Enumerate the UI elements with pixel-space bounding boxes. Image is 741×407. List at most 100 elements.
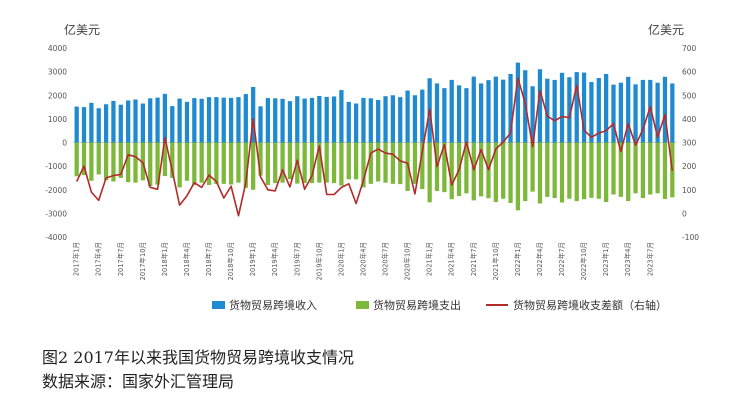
x-tick-label: 2018年7月 (204, 242, 213, 276)
income-bar (655, 82, 660, 143)
expenditure-bar (228, 142, 234, 185)
x-tick-label: 2018年1月 (160, 242, 169, 276)
expenditure-bar (552, 142, 557, 199)
income-bar (508, 73, 513, 143)
expenditure-bar (214, 142, 219, 185)
expenditure-bar (280, 142, 285, 183)
income-bar (604, 73, 609, 143)
income-bar (626, 76, 631, 143)
income-bar (126, 100, 131, 143)
income-bar (265, 98, 271, 143)
income-bar (434, 83, 440, 143)
income-bar (177, 98, 182, 143)
right-tick-label: 0 (682, 209, 687, 218)
expenditure-bar (177, 142, 182, 188)
income-bar (339, 90, 344, 143)
income-bar (236, 97, 241, 143)
income-bar (398, 97, 403, 143)
expenditure-bar (324, 142, 329, 183)
income-bar (574, 72, 579, 143)
expenditure-bar (192, 142, 197, 186)
balance-line-series (75, 77, 674, 217)
expenditure-bar (478, 142, 484, 197)
income-bar (273, 98, 278, 143)
x-tick-label: 2018年10月 (226, 242, 235, 280)
expenditure-bar (655, 142, 660, 194)
income-bar (552, 79, 557, 143)
x-tick-label: 2017年1月 (72, 242, 81, 276)
expenditure-bar (126, 142, 131, 183)
expenditure-bar (376, 142, 381, 182)
expenditure-bar (361, 142, 366, 188)
income-bar (192, 98, 197, 143)
x-tick-label: 2017年4月 (94, 242, 103, 276)
expenditure-bar (74, 142, 79, 177)
income-bar (258, 106, 263, 143)
income-bar (287, 101, 293, 143)
expenditure-bar (170, 142, 175, 178)
right-tick-label: 500 (682, 91, 697, 100)
income-bar (501, 79, 506, 143)
income-bar (214, 97, 219, 143)
legend-label: 货物贸易跨境收入 (229, 298, 317, 312)
income-bar (471, 76, 476, 143)
expenditure-bar (243, 142, 248, 188)
expenditure-bar (530, 142, 535, 192)
income-bar (596, 78, 601, 143)
income-bar (361, 97, 366, 143)
left-axis-ticks: -4000 -3000 -2000 -1000 0 1000 2000 3000 4000 (45, 44, 67, 242)
x-tick-label: 2020年10月 (403, 242, 412, 280)
expenditure-bar (287, 142, 293, 180)
expenditure-bar (596, 142, 601, 199)
income-bar (611, 84, 616, 143)
expenditure-bar (148, 142, 153, 187)
x-tick-label: 2019年10月 (314, 242, 323, 280)
expenditure-bar (464, 142, 469, 194)
income-bar (309, 97, 315, 143)
x-tick-label: 2020年1月 (336, 242, 345, 276)
expenditure-bar (353, 142, 359, 180)
income-bar (140, 103, 145, 143)
income-bar (405, 90, 410, 143)
expenditure-bar (640, 142, 646, 199)
right-tick-label: 400 (682, 115, 697, 124)
income-bar (559, 72, 565, 143)
legend-swatch (212, 301, 225, 309)
x-tick-label: 2021年1月 (425, 242, 434, 276)
x-tick-label: 2023年4月 (623, 242, 632, 276)
expenditure-bar (317, 142, 322, 183)
chart: 亿美元 亿美元 -4000-3000-2000-1000010002000300… (45, 22, 699, 312)
income-bar (456, 85, 462, 143)
expenditure-bar (236, 142, 241, 183)
expenditure-bar (398, 142, 403, 185)
x-tick-label: 2022年10月 (579, 242, 588, 280)
right-tick-label: -100 (682, 233, 699, 242)
income-bar (89, 102, 94, 143)
income-bar (243, 94, 248, 143)
right-tick-label: 300 (682, 139, 697, 148)
expenditure-bar (611, 142, 616, 195)
income-bar (96, 108, 101, 143)
right-axis-unit: 亿美元 (648, 22, 684, 37)
income-bar (317, 95, 322, 143)
expenditure-bar (273, 142, 278, 184)
income-bar (133, 99, 138, 143)
expenditure-bar (221, 142, 226, 184)
expenditure-bar (111, 142, 116, 182)
income-bar (206, 97, 212, 143)
expenditure-bar (96, 142, 101, 175)
expenditure-bar (508, 142, 513, 203)
left-tick-label: 3000 (48, 68, 67, 77)
x-tick-label: 2017年7月 (116, 242, 125, 276)
expenditure-bar (471, 142, 476, 201)
expenditure-bar (648, 142, 653, 195)
expenditure-bar (604, 142, 609, 203)
x-tick-label: 2018年4月 (182, 242, 191, 276)
expenditure-bar (302, 142, 307, 184)
left-tick-label: 2000 (48, 91, 67, 100)
expenditure-bar (493, 142, 498, 203)
income-bar (515, 62, 521, 143)
income-bar (324, 96, 329, 143)
income-bar (103, 104, 109, 143)
source-caption: 数据来源：国家外汇管理局 (42, 372, 235, 391)
